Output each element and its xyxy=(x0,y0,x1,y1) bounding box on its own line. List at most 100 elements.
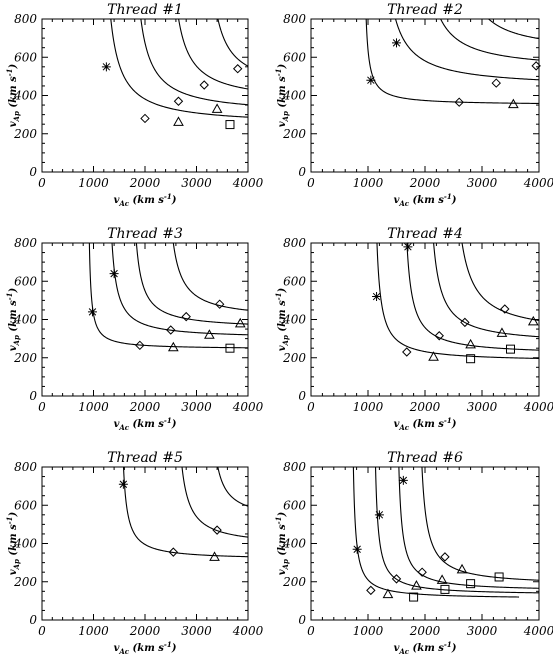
y-tick-label: 400 xyxy=(282,89,306,103)
chart-panel-5: 0 1000 2000 3000 4000 0 200 400 600 800 Thread #5 v… xyxy=(5,450,264,656)
series-curve-2 xyxy=(394,19,539,81)
chart-panel-2: 0 1000 2000 3000 4000 0 200 400 600 800 Thread #2 v… xyxy=(274,2,553,208)
series-curve-3 xyxy=(398,467,539,589)
y-tick-label: 400 xyxy=(282,537,306,551)
x-tick-label: 1000 xyxy=(78,624,109,638)
triangle-marker xyxy=(436,574,448,584)
diamond-marker xyxy=(140,113,150,124)
x-tick-label: 3000 xyxy=(181,176,212,190)
series-curve-1 xyxy=(365,19,539,104)
asterisk-marker xyxy=(372,292,382,302)
diamond-marker xyxy=(402,347,412,357)
triangle-marker xyxy=(234,317,246,328)
series-curve-1 xyxy=(352,467,520,598)
diamond-marker xyxy=(173,96,184,106)
x-tick-label: 2000 xyxy=(409,176,441,190)
chart-panel-1: 0 1000 2000 3000 4000 0 200 400 600 800 Thread #1 v… xyxy=(5,2,264,208)
asterisk-marker xyxy=(87,307,97,317)
y-tick-label: 0 xyxy=(298,613,306,627)
square-marker xyxy=(225,343,235,353)
y-axis-label: vAp (km s-1) xyxy=(5,63,21,127)
series-curve-1 xyxy=(110,19,248,118)
y-tick-label: 0 xyxy=(29,389,37,403)
series-curve-1 xyxy=(122,467,248,558)
series-curve-4 xyxy=(217,19,248,67)
x-axis-label: vAc (km s-1) xyxy=(114,192,177,208)
x-tick-label: 3000 xyxy=(181,400,212,414)
triangle-marker xyxy=(411,580,422,590)
diamond-marker xyxy=(366,585,376,596)
square-marker xyxy=(440,584,450,594)
y-axis-label: vAp (km s-1) xyxy=(5,287,21,351)
chart-title: Thread #2 xyxy=(387,2,463,18)
x-tick-label: 0 xyxy=(38,624,46,638)
chart-title: Thread #5 xyxy=(107,450,183,466)
chart-title: Thread #3 xyxy=(107,226,183,242)
square-marker xyxy=(225,120,235,130)
y-tick-label: 800 xyxy=(14,460,37,474)
x-tick-label: 3000 xyxy=(467,624,498,638)
y-tick-label: 0 xyxy=(29,613,37,627)
x-tick-label: 4000 xyxy=(523,176,553,190)
series-curve-2 xyxy=(406,243,539,351)
chart-panel-4: 0 1000 2000 3000 4000 0 200 400 600 800 Thread #4 v… xyxy=(274,226,553,432)
x-tick-label: 2000 xyxy=(409,400,441,414)
x-tick-label: 0 xyxy=(38,400,46,414)
triangle-marker xyxy=(507,98,519,109)
series-curve-4 xyxy=(487,19,539,40)
y-tick-label: 800 xyxy=(283,460,306,474)
triangle-marker xyxy=(204,329,215,339)
y-tick-label: 600 xyxy=(14,274,37,288)
chart-title: Thread #4 xyxy=(387,226,463,242)
y-tick-label: 800 xyxy=(14,236,37,250)
x-tick-label: 4000 xyxy=(523,624,553,638)
y-tick-label: 200 xyxy=(282,575,306,589)
series-curve-3 xyxy=(440,19,539,61)
y-tick-label: 600 xyxy=(283,498,306,512)
triangle-marker xyxy=(527,315,539,326)
x-tick-label: 0 xyxy=(307,624,315,638)
chart-title: Thread #1 xyxy=(107,2,183,18)
x-tick-label: 1000 xyxy=(353,176,384,190)
diamond-marker xyxy=(460,317,470,328)
triangle-marker xyxy=(382,588,394,599)
y-axis-label: vAp (km s-1) xyxy=(274,287,290,351)
plot-frame xyxy=(310,18,540,173)
asterisk-marker xyxy=(403,242,413,252)
diamond-marker xyxy=(232,64,243,74)
series-curve-3 xyxy=(135,243,248,325)
series-curve-4 xyxy=(421,467,539,581)
triangle-marker xyxy=(173,116,184,126)
y-axis-label: vAp (km s-1) xyxy=(5,511,21,575)
diamond-marker xyxy=(199,80,209,90)
asterisk-marker xyxy=(352,544,362,554)
asterisk-marker xyxy=(398,475,408,485)
x-tick-label: 1000 xyxy=(78,400,109,414)
y-tick-label: 0 xyxy=(29,165,37,179)
x-tick-label: 4000 xyxy=(232,400,264,414)
chart-title: Thread #6 xyxy=(387,450,463,466)
chart-panel-6: 0 1000 2000 3000 4000 0 200 400 600 800 Thread #6 v… xyxy=(274,450,553,656)
y-tick-label: 200 xyxy=(282,127,306,141)
triangle-marker xyxy=(465,338,476,349)
y-tick-label: 400 xyxy=(13,313,37,327)
y-axis-label: vAp (km s-1) xyxy=(274,511,290,575)
y-tick-label: 400 xyxy=(13,89,37,103)
asterisk-marker xyxy=(374,510,384,520)
y-tick-label: 0 xyxy=(298,389,306,403)
y-tick-label: 200 xyxy=(13,127,37,141)
triangle-marker xyxy=(211,103,223,113)
x-tick-label: 2000 xyxy=(409,624,441,638)
diamond-marker xyxy=(440,552,450,562)
diamond-marker xyxy=(491,78,501,88)
asterisk-marker xyxy=(392,38,401,48)
diamond-marker xyxy=(417,567,427,577)
y-axis-label: vAp (km s-1) xyxy=(274,63,290,127)
diamond-marker xyxy=(391,574,402,584)
series-curve-2 xyxy=(111,243,248,336)
asterisk-marker xyxy=(118,479,128,489)
x-tick-label: 4000 xyxy=(232,176,264,190)
y-tick-label: 200 xyxy=(282,351,306,365)
series-curve-2 xyxy=(140,19,248,106)
square-marker xyxy=(506,344,515,354)
